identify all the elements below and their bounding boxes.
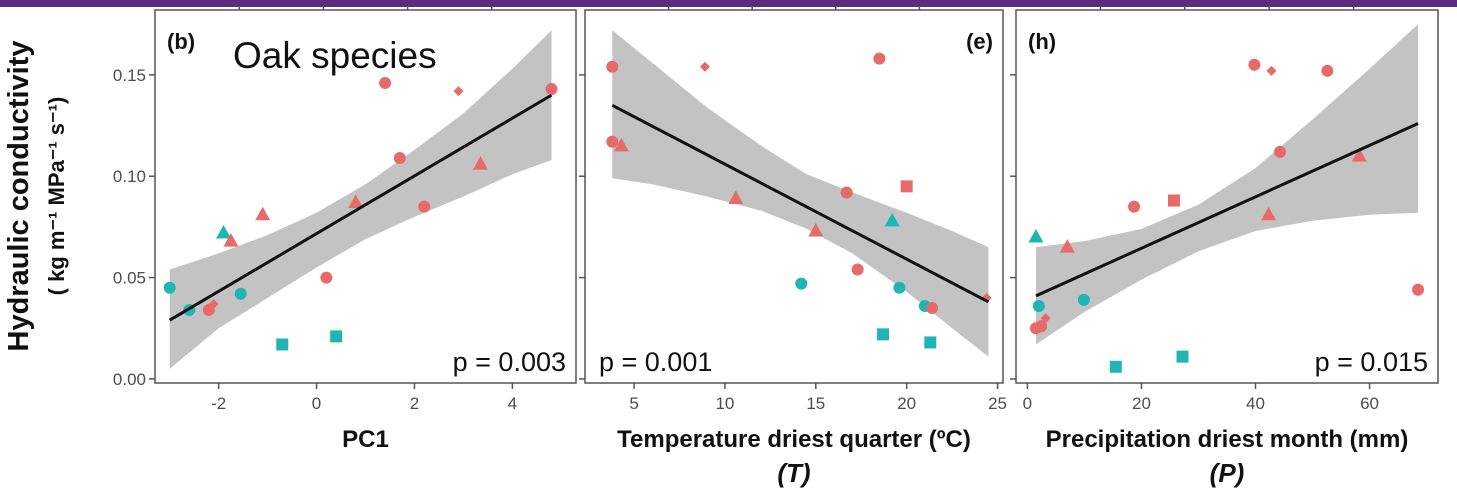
data-point-circle <box>1248 58 1261 71</box>
top-accent-bar <box>0 0 1457 7</box>
data-point-diamond <box>699 61 710 72</box>
data-point-circle <box>418 200 431 213</box>
confidence-band <box>1036 24 1418 345</box>
data-point-triangle <box>216 224 232 239</box>
data-point-circle <box>1274 145 1287 158</box>
panel-label: (b) <box>167 29 195 54</box>
y-tick-label: 0.00 <box>113 370 146 389</box>
data-point-circle <box>926 301 939 314</box>
confidence-band <box>612 30 989 357</box>
regression-line <box>1035 122 1419 298</box>
panel-label: (h) <box>1028 29 1056 54</box>
y-tick-label: 0.05 <box>113 269 146 288</box>
data-point-triangle <box>348 194 364 209</box>
data-point-circle <box>393 151 406 164</box>
y-tick-label: 0.10 <box>113 167 146 186</box>
y-tick-label: 0.15 <box>113 66 146 85</box>
x-tick-label: 20 <box>1132 394 1151 413</box>
data-point-triangle <box>613 137 629 152</box>
data-point-circle <box>1032 299 1045 312</box>
data-point-circle <box>1077 293 1090 306</box>
data-point-triangle <box>728 190 744 205</box>
x-axis-title: Precipitation driest month (mm) <box>1046 426 1409 453</box>
data-point-circle <box>1321 64 1334 77</box>
x-axis-title: PC1 <box>342 426 389 453</box>
data-point-square <box>1109 360 1122 373</box>
confidence-band <box>169 30 552 369</box>
x-tick-label: 4 <box>508 394 517 413</box>
data-point-circle <box>795 277 808 290</box>
data-point-circle <box>873 52 886 65</box>
data-point-circle <box>606 135 619 148</box>
panel-h: 0 20 40 60 (h) p = 0.015 Precipitation driest … <box>1010 6 1439 488</box>
y-axis-title: Hydraulic conductivity <box>3 40 35 351</box>
data-point-circle <box>320 271 333 284</box>
data-point-square <box>1167 194 1180 207</box>
x-tick-label: 2 <box>410 394 419 413</box>
data-point-circle <box>606 60 619 73</box>
data-point-square <box>924 336 937 349</box>
x-tick-label: 15 <box>806 394 825 413</box>
x-tick-label: 25 <box>988 394 1007 413</box>
x-tick-label: -2 <box>211 394 226 413</box>
data-point-diamond <box>208 298 219 309</box>
data-point-diamond <box>453 86 464 97</box>
x-tick-label: 5 <box>629 394 638 413</box>
data-point-square <box>900 180 913 193</box>
data-point-triangle <box>473 156 489 170</box>
data-point-circle <box>545 83 558 96</box>
data-point-triangle <box>1059 239 1075 253</box>
data-point-circle <box>1128 200 1141 213</box>
p-value-label: p = 0.003 <box>453 347 566 377</box>
regression-line <box>168 93 553 322</box>
data-point-triangle <box>255 206 271 221</box>
data-point-circle <box>1412 283 1425 296</box>
panel-label: (e) <box>966 29 993 54</box>
data-point-triangle <box>808 222 824 237</box>
panel-e: 5 10 15 20 25 (e) p = 0.001 Temperature driest … <box>579 6 1007 488</box>
x-axis-subtitle: (P) <box>1210 458 1245 488</box>
x-axis-subtitle: (T) <box>777 458 810 488</box>
p-value-label: p = 0.001 <box>599 347 712 377</box>
x-tick-label: 0 <box>312 394 321 413</box>
regression-line <box>611 103 990 304</box>
data-point-circle <box>379 76 392 89</box>
data-point-square <box>330 330 343 343</box>
panel-b: -2 0 2 4 0.00 0.05 0.10 0.15 (b) p = 0.003 PC1 <box>113 6 577 453</box>
x-tick-label: 60 <box>1360 394 1379 413</box>
data-point-square <box>276 338 289 351</box>
data-point-circle <box>851 263 864 276</box>
x-tick-label: 0 <box>1023 394 1032 413</box>
x-tick-label: 20 <box>897 394 916 413</box>
data-point-circle <box>893 281 906 294</box>
p-value-label: p = 0.015 <box>1315 347 1428 377</box>
data-point-square <box>877 328 890 341</box>
data-point-circle <box>1035 320 1048 333</box>
x-tick-label: 10 <box>715 394 734 413</box>
data-point-triangle <box>1028 229 1044 243</box>
data-point-square <box>1176 350 1189 363</box>
data-point-triangle <box>223 233 239 247</box>
y-axis-units: ( kg m⁻¹ MPa⁻¹ s⁻¹) <box>44 97 69 296</box>
data-point-circle <box>163 281 176 294</box>
data-point-triangle <box>1261 206 1277 221</box>
y-axis-title-group: Hydraulic conductivity ( kg m⁻¹ MPa⁻¹ s⁻¹… <box>3 40 69 351</box>
data-point-triangle <box>884 212 900 227</box>
data-point-circle <box>234 287 247 300</box>
data-point-circle <box>840 186 853 199</box>
data-point-diamond <box>1266 65 1277 76</box>
overlay-annotation-oak-species: Oak species <box>233 35 437 76</box>
x-tick-label: 40 <box>1246 394 1265 413</box>
data-point-diamond <box>1040 313 1051 324</box>
x-axis-title: Temperature driest quarter (ºC) <box>617 426 971 453</box>
data-point-triangle <box>1351 147 1367 162</box>
